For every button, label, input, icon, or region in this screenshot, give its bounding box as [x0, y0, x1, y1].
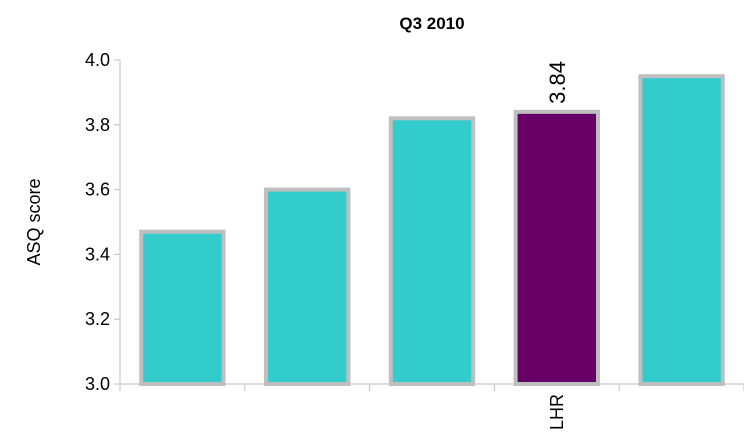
y-tick-label: 4.0: [85, 50, 110, 70]
category-label: LHR: [547, 394, 567, 430]
bar: [513, 109, 600, 386]
y-axis-label: ASQ score: [24, 178, 44, 265]
labels: 3.84 LHR: [545, 61, 570, 430]
y-tick-label: 3.6: [85, 180, 110, 200]
chart-title: Q3 2010: [399, 14, 464, 33]
y-tick-label: 3.4: [85, 244, 110, 264]
y-axis-ticks: 3.0 3.2 3.4 3.6 3.8 4.0: [85, 50, 120, 394]
bar: [139, 229, 226, 386]
x-axis-ticks: [119, 384, 744, 391]
data-label: 3.84: [545, 61, 570, 104]
y-tick-label: 3.8: [85, 115, 110, 135]
bar: [388, 116, 476, 386]
bar: [264, 187, 351, 386]
y-tick-label: 3.0: [85, 374, 110, 394]
bar: [638, 74, 725, 386]
bars: [139, 74, 725, 386]
y-tick-label: 3.2: [85, 309, 110, 329]
